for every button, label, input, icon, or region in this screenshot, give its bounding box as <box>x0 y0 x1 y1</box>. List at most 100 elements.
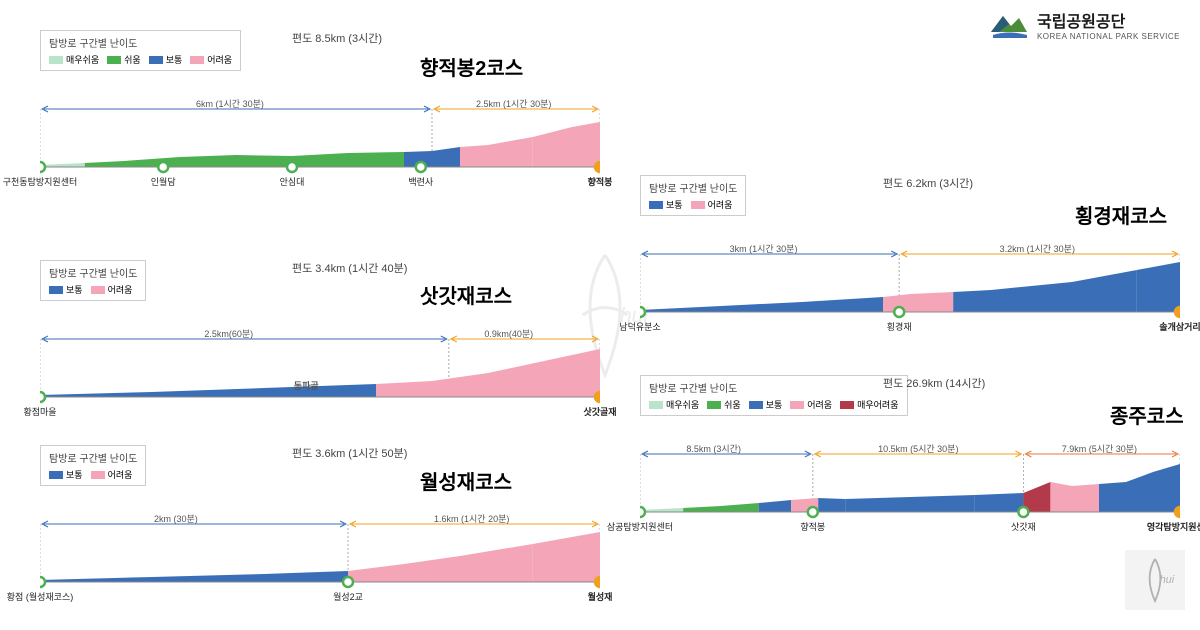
legend-row: 매우쉬움 쉬움 보통 어려움 매우어려움 <box>649 398 899 411</box>
legend-swatch <box>749 401 763 409</box>
legend-box: 탐방로 구간별 난이도매우쉬움 쉬움 보통 어려움 매우어려움 <box>640 375 908 416</box>
watermark-br: hui <box>1125 550 1185 615</box>
logo-text-en: KOREA NATIONAL PARK SERVICE <box>1037 32 1180 41</box>
elevation-chart: 2.5km(60분)0.9km(40분)황점마을삿갓골재동파골 <box>40 327 600 427</box>
segment-label: 7.9km (5시간 30분) <box>1062 442 1137 455</box>
legend-label: 보통 <box>166 53 183 66</box>
waypoint-label: 백련사 <box>408 175 433 188</box>
legend-label: 보통 <box>766 398 783 411</box>
distance-title: 편도 3.6km (1시간 50분) <box>292 445 407 461</box>
legend-item-very_easy: 매우쉬움 <box>49 53 99 66</box>
waypoint-label: 삿갓골재 <box>583 405 616 418</box>
waypoint-label: 월성2교 <box>333 590 363 603</box>
svg-text:hui: hui <box>1160 574 1175 586</box>
legend-row: 보통 어려움 <box>49 283 137 296</box>
legend-item-very_easy: 매우쉬움 <box>649 398 699 411</box>
legend-swatch <box>107 56 121 64</box>
legend-swatch <box>91 286 105 294</box>
segment-label: 1.6km (1시간 20분) <box>434 512 509 525</box>
knps-logo: 국립공원공단 KOREA NATIONAL PARK SERVICE <box>989 8 1180 41</box>
legend-label: 어려움 <box>108 468 133 481</box>
legend-item-hard: 어려움 <box>91 468 133 481</box>
trail-c3: 탐방로 구간별 난이도보통 어려움 편도 3.4km (1시간 40분) 2.5km(… <box>40 260 600 427</box>
trail-c4: 탐방로 구간별 난이도매우쉬움 쉬움 보통 어려움 매우어려움 편도 26.9km (14… <box>640 375 1180 542</box>
legend-swatch <box>49 286 63 294</box>
legend-title: 탐방로 구간별 난이도 <box>49 450 137 465</box>
course-name-c2: 횡경재코스 <box>1075 200 1167 229</box>
legend-item-normal: 보통 <box>149 53 183 66</box>
legend-item-hard: 어려움 <box>691 198 733 211</box>
legend-item-easy: 쉬움 <box>107 53 141 66</box>
waypoint-label: 향적봉 <box>800 520 825 533</box>
legend-title: 탐방로 구간별 난이도 <box>49 265 137 280</box>
legend-title: 탐방로 구간별 난이도 <box>649 180 737 195</box>
legend-item-normal: 보통 <box>49 468 83 481</box>
legend-label: 보통 <box>666 198 683 211</box>
legend-title: 탐방로 구간별 난이도 <box>649 380 899 395</box>
waypoint-label: 월성재 <box>588 590 613 603</box>
legend-label: 어려움 <box>207 53 232 66</box>
legend-label: 보통 <box>66 283 83 296</box>
segment-label: 10.5km (5시간 30분) <box>878 442 958 455</box>
legend-label: 어려움 <box>807 398 832 411</box>
legend-item-normal: 보통 <box>749 398 783 411</box>
mid-waypoint-label: 동파골 <box>294 379 319 392</box>
legend-item-very_hard: 매우어려움 <box>840 398 898 411</box>
segment-label: 3.2km (1시간 30분) <box>1000 242 1075 255</box>
distance-title: 편도 26.9km (14시간) <box>883 375 985 391</box>
distance-title: 편도 3.4km (1시간 40분) <box>292 260 407 276</box>
legend-item-normal: 보통 <box>649 198 683 211</box>
legend-label: 쉬움 <box>124 53 141 66</box>
legend-swatch <box>707 401 721 409</box>
course-name-c3: 삿갓재코스 <box>420 280 512 309</box>
legend-row: 매우쉬움 쉬움 보통 어려움 <box>49 53 232 66</box>
legend-title: 탐방로 구간별 난이도 <box>49 35 232 50</box>
course-name-c1: 향적봉2코스 <box>420 52 523 81</box>
elevation-chart: 8.5km (3시간)10.5km (5시간 30분)7.9km (5시간 30… <box>640 442 1180 542</box>
trail-c5: 탐방로 구간별 난이도보통 어려움 편도 3.6km (1시간 50분) 2km (3… <box>40 445 600 612</box>
waypoint-label: 황점 (월성재코스) <box>7 590 73 603</box>
waypoint-label: 솔개삼거리 <box>1159 320 1200 333</box>
segment-label: 2.5km(60분) <box>204 327 253 340</box>
segment-label: 2.5km (1시간 30분) <box>476 97 551 110</box>
waypoint-label: 안심대 <box>280 175 305 188</box>
segment-label: 2km (30분) <box>154 512 198 525</box>
waypoint-label: 영각탐방지원센터 <box>1147 520 1200 533</box>
distance-title: 편도 8.5km (3시간) <box>292 30 382 46</box>
legend-swatch <box>649 401 663 409</box>
waypoint-label: 구천동탐방지원센터 <box>3 175 78 188</box>
legend-swatch <box>149 56 163 64</box>
waypoint-label: 향적봉 <box>588 175 613 188</box>
logo-mountain-icon <box>989 10 1029 40</box>
legend-swatch <box>790 401 804 409</box>
legend-box: 탐방로 구간별 난이도보통 어려움 <box>40 445 146 486</box>
segment-label: 3km (1시간 30분) <box>730 242 798 255</box>
legend-label: 어려움 <box>108 283 133 296</box>
legend-swatch <box>840 401 854 409</box>
legend-swatch <box>91 471 105 479</box>
legend-item-easy: 쉬움 <box>707 398 741 411</box>
elevation-chart: 3km (1시간 30분)3.2km (1시간 30분)남덕유분소횡경재솔개삼거… <box>640 242 1180 342</box>
legend-label: 매우쉬움 <box>66 53 99 66</box>
legend-swatch <box>49 56 63 64</box>
waypoint-label: 황점마을 <box>23 405 56 418</box>
legend-swatch <box>190 56 204 64</box>
legend-label: 어려움 <box>708 198 733 211</box>
legend-box: 탐방로 구간별 난이도보통 어려움 <box>40 260 146 301</box>
waypoint-label: 남덕유분소 <box>619 320 660 333</box>
legend-item-hard: 어려움 <box>190 53 232 66</box>
segment-label: 0.9km(40분) <box>484 327 533 340</box>
legend-swatch <box>649 201 663 209</box>
segment-label: 6km (1시간 30분) <box>196 97 264 110</box>
legend-item-hard: 어려움 <box>91 283 133 296</box>
legend-label: 매우어려움 <box>857 398 898 411</box>
distance-title: 편도 6.2km (3시간) <box>883 175 973 191</box>
legend-box: 탐방로 구간별 난이도보통 어려움 <box>640 175 746 216</box>
course-name-c4: 종주코스 <box>1110 400 1184 429</box>
logo-text-kr: 국립공원공단 <box>1037 8 1180 32</box>
legend-label: 보통 <box>66 468 83 481</box>
waypoint-label: 삼공탐방지원센터 <box>607 520 673 533</box>
legend-label: 매우쉬움 <box>666 398 699 411</box>
waypoint-label: 횡경재 <box>887 320 912 333</box>
legend-swatch <box>691 201 705 209</box>
